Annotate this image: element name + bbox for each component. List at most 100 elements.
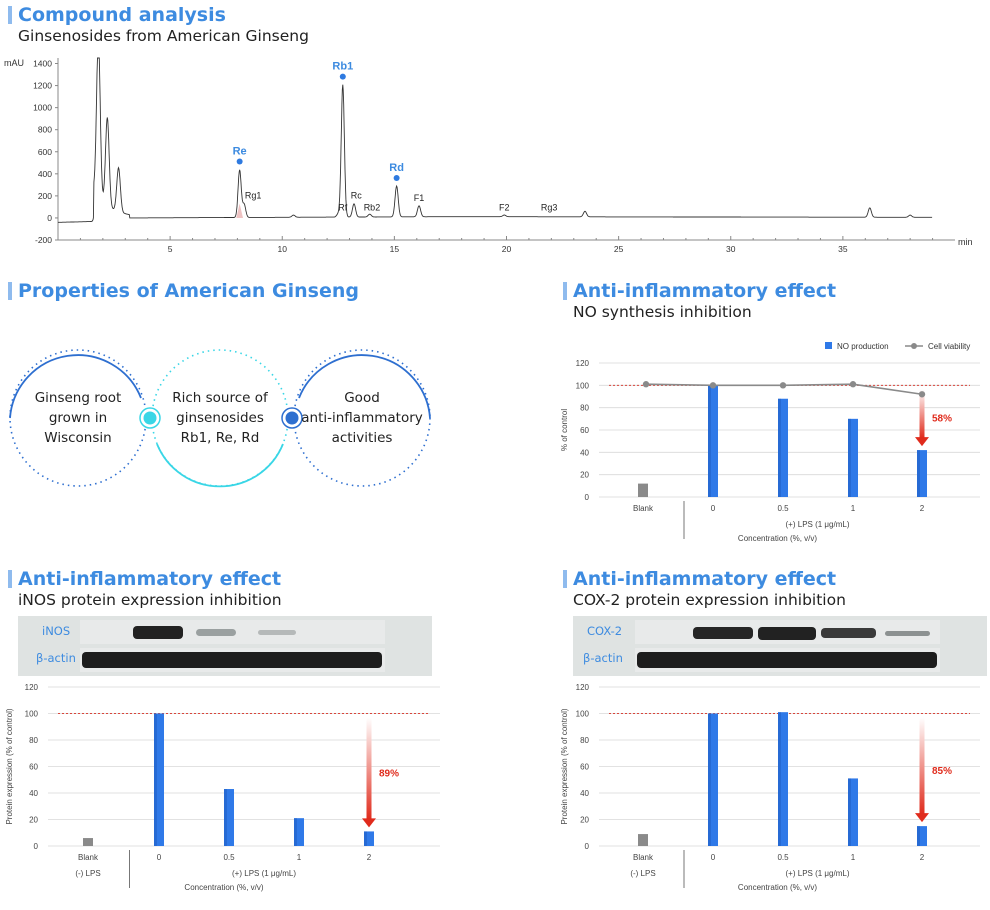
y-tick-label: 40: [29, 789, 38, 798]
inos-section: Anti-inflammatory effect iNOS protein ex…: [8, 568, 282, 609]
bar: [917, 826, 927, 846]
circle-1-line-1: Ginseng root: [34, 390, 122, 406]
x-tick-label: 1: [851, 853, 856, 862]
x-tick-label: 25: [614, 244, 624, 254]
no-title-text: Anti-inflammatory effect: [573, 280, 837, 302]
legend-label-no: NO production: [837, 342, 889, 351]
compound-subtitle: Ginsenosides from American Ginseng: [18, 27, 309, 45]
x-tick-label: 5: [168, 244, 173, 254]
bar: [848, 418, 858, 497]
y-tick-label: 400: [38, 169, 52, 179]
title-accent-bar: [563, 570, 567, 588]
chromatogram-trace: [57, 57, 933, 223]
x-tick-label: 0.5: [777, 504, 789, 513]
cell-viability-point: [642, 381, 650, 388]
group-label: (+) LPS (1 μg/mL): [786, 869, 850, 878]
x-axis-title: Concentration (%, v/v): [738, 534, 817, 543]
y-axis-title: % of control: [560, 409, 569, 451]
inos-band: [196, 629, 236, 636]
x-tick-label: Blank: [78, 853, 99, 862]
cox-subtitle: COX-2 protein expression inhibition: [573, 591, 846, 609]
peak-label: Rc: [351, 191, 362, 201]
peak-label: Re: [233, 146, 247, 158]
x-tick-label: 30: [726, 244, 736, 254]
y-tick-label: 80: [580, 404, 589, 413]
no-title: Anti-inflammatory effect: [563, 280, 836, 302]
actin-band: [82, 652, 382, 668]
y-tick-label: 80: [580, 736, 589, 745]
bar-shade: [364, 831, 367, 846]
y-tick-label: 40: [580, 789, 589, 798]
reduction-arrow-shaft: [919, 717, 925, 815]
bar-shade: [224, 789, 227, 846]
circle-1-arc: [9, 354, 142, 419]
y-tick-label: 120: [25, 683, 39, 692]
connector-cyan-dot: [143, 411, 157, 425]
bar-shade: [917, 826, 920, 846]
reduction-arrow-shaft: [919, 389, 925, 439]
y-tick-label: 100: [576, 710, 590, 719]
y-tick-label: 100: [576, 381, 590, 390]
y-tick-label: 120: [576, 359, 590, 368]
y-axis-label: mAU: [4, 58, 24, 68]
reduction-arrow-head: [915, 437, 929, 447]
circle-3-line-1: Good: [344, 390, 380, 406]
x-tick-label: 20: [502, 244, 512, 254]
inos-band: [258, 630, 296, 635]
bar-shade: [778, 712, 781, 846]
properties-diagram: [9, 349, 431, 488]
cox-section: Anti-inflammatory effect COX-2 protein e…: [563, 568, 846, 609]
peak-label: F1: [414, 193, 425, 203]
y-tick-label: 20: [29, 816, 38, 825]
re-peak-shade: [236, 203, 244, 218]
bar: [83, 838, 93, 846]
bar: [708, 385, 718, 497]
bar: [638, 483, 648, 497]
legend-label-viability: Cell viability: [928, 342, 970, 351]
inos-title-text: Anti-inflammatory effect: [18, 568, 282, 590]
group-label: (+) LPS (1 μg/mL): [232, 869, 296, 878]
reduction-arrow-head: [915, 813, 929, 823]
x-tick-label: 0.5: [777, 853, 789, 862]
x-tick-label: 2: [920, 853, 925, 862]
x-tick-label: 0.5: [223, 853, 235, 862]
peak-label: Rd: [389, 162, 404, 174]
legend-swatch-no: [825, 342, 832, 349]
peak-marker: [339, 73, 346, 80]
y-tick-label: 0: [34, 842, 39, 851]
circle-2-arc: [156, 443, 284, 488]
title-accent-bar: [8, 6, 12, 24]
bar: [364, 831, 374, 846]
circle-3-line-2: anti-inflammatory: [301, 410, 423, 426]
inos-band: [133, 626, 183, 639]
legend-marker-viability: [911, 343, 917, 349]
neg-group-label: (-) LPS: [630, 869, 655, 878]
y-axis-title: Protein expression (% of control): [560, 708, 569, 824]
bar: [848, 778, 858, 846]
reduction-label: 58%: [932, 414, 952, 425]
bar: [294, 818, 304, 846]
bar-shade: [917, 450, 920, 497]
y-tick-label: 60: [29, 763, 38, 772]
no-subtitle: NO synthesis inhibition: [573, 303, 752, 321]
x-tick-label: 1: [851, 504, 856, 513]
circle-2-text: Rich source of ginsenosides Rb1, Re, Rd: [160, 388, 280, 448]
bar: [917, 450, 927, 497]
title-accent-bar: [8, 570, 12, 588]
inos-western-blot: iNOS β-actin: [18, 616, 432, 676]
y-tick-label: 0: [585, 842, 590, 851]
cell-viability-point: [849, 381, 857, 388]
connector-blue-dot: [285, 411, 299, 425]
x-tick-label: 2: [367, 853, 372, 862]
no-section: Anti-inflammatory effect NO synthesis in…: [563, 280, 836, 321]
cox-blot-target-label: COX-2: [587, 624, 623, 638]
inos-title: Anti-inflammatory effect: [8, 568, 282, 590]
circle-3-arc: [298, 354, 431, 419]
reduction-arrow-shaft: [366, 717, 372, 820]
cox-western-blot: COX-2 β-actin: [573, 616, 987, 676]
x-tick-label: 0: [711, 853, 716, 862]
y-tick-label: -200: [35, 235, 52, 245]
y-tick-label: 200: [38, 191, 52, 201]
